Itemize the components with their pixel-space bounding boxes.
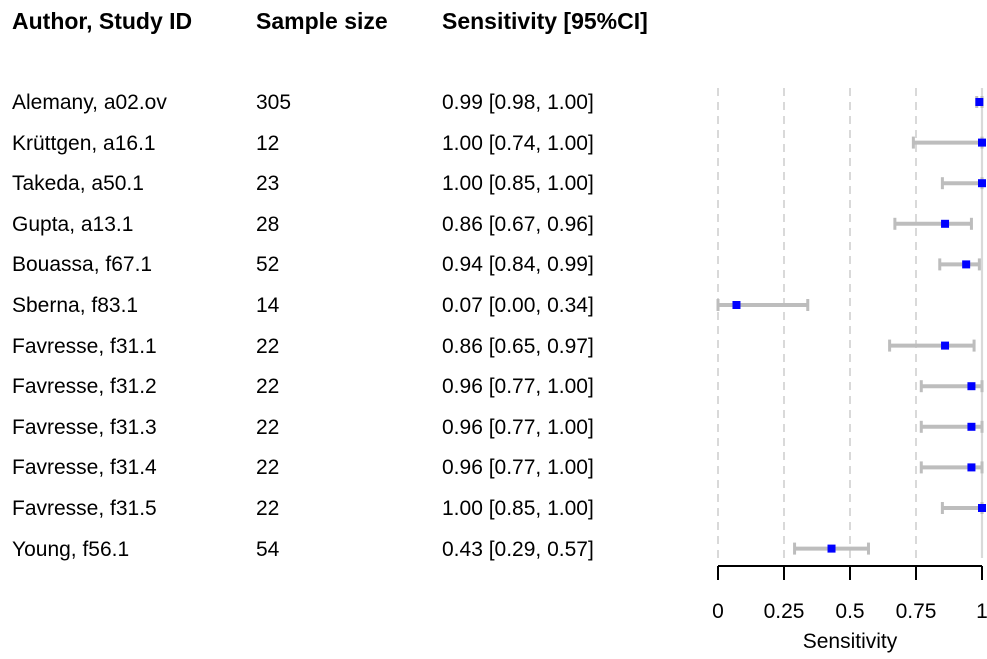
point-estimate — [975, 98, 984, 106]
sample-size: 22 — [256, 497, 280, 520]
point-estimate — [967, 463, 976, 472]
study-author: Krüttgen, a16.1 — [12, 131, 156, 155]
header-author: Author, Study ID — [12, 8, 193, 34]
sample-size: 12 — [256, 131, 280, 155]
x-tick-label: 0.75 — [896, 600, 937, 623]
point-estimate — [978, 138, 986, 147]
study-author: Favresse, f31.5 — [12, 497, 157, 520]
sample-size: 28 — [256, 212, 280, 236]
sensitivity-ci: 1.00 [0.85, 1.00] — [442, 172, 594, 196]
sensitivity-ci: 0.96 [0.77, 1.00] — [442, 375, 594, 399]
study-author: Favresse, f31.4 — [12, 456, 157, 480]
sensitivity-ci: 0.94 [0.84, 0.99] — [442, 253, 594, 277]
x-tick-label: 0.25 — [764, 600, 805, 623]
point-estimate — [978, 504, 986, 512]
study-author: Bouassa, f67.1 — [12, 253, 153, 277]
sensitivity-ci: 0.99 [0.98, 1.00] — [442, 91, 594, 114]
sample-size: 22 — [256, 456, 280, 480]
sample-size: 305 — [256, 91, 292, 114]
sample-size: 14 — [256, 294, 280, 317]
point-estimate — [962, 260, 971, 269]
point-estimate — [827, 544, 836, 553]
sensitivity-ci: 0.86 [0.67, 0.96] — [442, 212, 594, 236]
sensitivity-ci: 0.96 [0.77, 1.00] — [442, 415, 594, 439]
sensitivity-ci: 0.07 [0.00, 0.34] — [442, 294, 594, 317]
sample-size: 22 — [256, 375, 280, 399]
sample-size: 54 — [256, 537, 280, 561]
point-estimate — [941, 341, 950, 350]
sensitivity-ci: 0.96 [0.77, 1.00] — [442, 456, 594, 480]
sensitivity-ci: 0.86 [0.65, 0.97] — [442, 334, 594, 358]
header-sample-size: Sample size — [256, 8, 388, 34]
header-sensitivity: Sensitivity [95%CI] — [442, 8, 648, 34]
point-estimate — [941, 219, 950, 228]
point-estimate — [978, 179, 986, 188]
x-tick-label: 0 — [712, 600, 724, 623]
x-tick-label: 0.5 — [835, 600, 864, 623]
study-author: Sberna, f83.1 — [12, 294, 139, 317]
study-author: Alemany, a02.ov — [12, 91, 167, 114]
study-author: Favresse, f31.3 — [12, 415, 157, 439]
study-author: Young, f56.1 — [12, 537, 130, 561]
sensitivity-ci: 0.43 [0.29, 0.57] — [442, 537, 594, 561]
sample-size: 52 — [256, 253, 280, 277]
study-author: Takeda, a50.1 — [12, 172, 144, 196]
study-author: Favresse, f31.1 — [12, 334, 157, 358]
study-author: Favresse, f31.2 — [12, 375, 157, 399]
point-estimate — [732, 301, 741, 309]
point-estimate — [967, 382, 976, 391]
x-tick-label: 1 — [976, 600, 987, 623]
sample-size: 23 — [256, 172, 280, 196]
study-author: Gupta, a13.1 — [12, 212, 134, 236]
point-estimate — [967, 422, 976, 431]
sample-size: 22 — [256, 334, 280, 358]
sample-size: 22 — [256, 415, 280, 439]
sensitivity-ci: 1.00 [0.85, 1.00] — [442, 497, 594, 520]
sensitivity-ci: 1.00 [0.74, 1.00] — [442, 131, 594, 155]
x-axis-label: Sensitivity — [803, 630, 898, 653]
